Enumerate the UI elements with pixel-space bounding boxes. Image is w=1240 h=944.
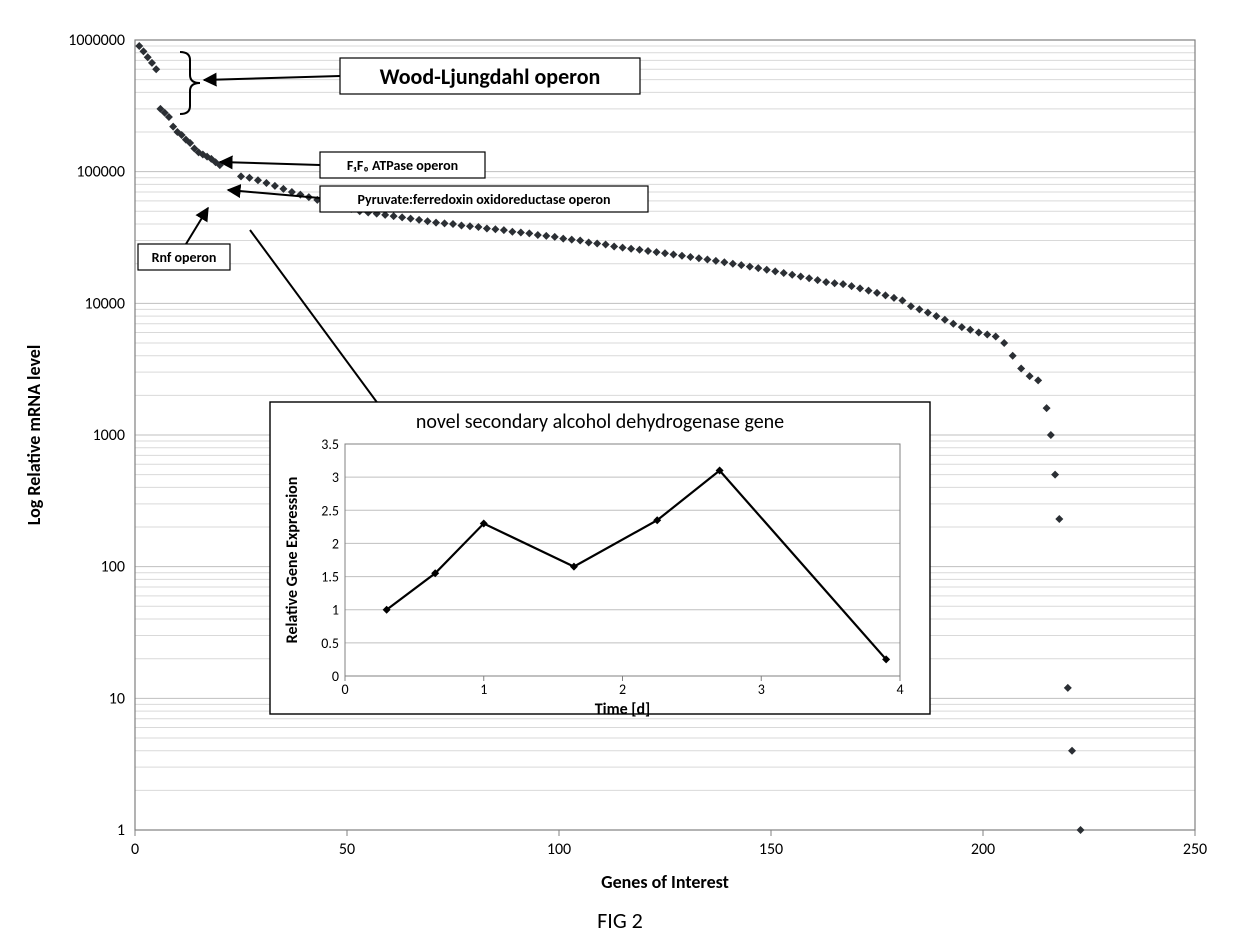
svg-text:1.5: 1.5 (321, 569, 339, 586)
figure: 1101001000100001000001000000050100150200… (0, 0, 1240, 944)
svg-text:100000: 100000 (76, 163, 125, 182)
svg-text:1000000: 1000000 (68, 31, 125, 50)
svg-text:150: 150 (759, 840, 783, 859)
svg-text:250: 250 (1183, 840, 1207, 859)
y-axis-label: Log Relative mRNA level (23, 345, 45, 526)
svg-text:1000: 1000 (93, 426, 125, 445)
inset-y-label: Relative Gene Expression (283, 477, 302, 644)
svg-text:Pyruvate:ferredoxin oxidoreduc: Pyruvate:ferredoxin oxidoreductase opero… (357, 191, 610, 208)
svg-text:Wood-Ljungdahl operon: Wood-Ljungdahl operon (380, 63, 601, 90)
inset-pointer-line (250, 230, 390, 420)
figure-caption: FIG 2 (597, 907, 643, 934)
x-axis-label: Genes of Interest (601, 871, 729, 893)
svg-text:F₁F₀ ATPase operon: F₁F₀ ATPase operon (347, 157, 458, 174)
svg-text:10: 10 (109, 689, 125, 708)
svg-text:1: 1 (480, 681, 487, 698)
svg-text:2: 2 (619, 681, 626, 698)
svg-text:3: 3 (332, 469, 339, 486)
inset-title: novel secondary alcohol dehydrogenase ge… (416, 410, 784, 434)
svg-text:50: 50 (339, 840, 355, 859)
inset-chart (270, 402, 930, 714)
svg-text:Rnf operon: Rnf operon (152, 249, 217, 266)
svg-text:2: 2 (332, 535, 339, 552)
svg-text:0: 0 (332, 668, 339, 685)
svg-text:100: 100 (547, 840, 571, 859)
svg-text:3.5: 3.5 (321, 436, 339, 453)
svg-text:0: 0 (131, 840, 139, 859)
svg-text:3: 3 (758, 681, 765, 698)
bracket-icon (180, 52, 200, 114)
svg-text:1: 1 (117, 821, 125, 840)
svg-text:10000: 10000 (84, 294, 125, 313)
svg-text:0.5: 0.5 (321, 635, 339, 652)
svg-text:100: 100 (101, 558, 125, 577)
svg-text:200: 200 (971, 840, 995, 859)
svg-text:0: 0 (341, 681, 348, 698)
svg-text:4: 4 (896, 681, 903, 698)
inset-x-label: Time [d] (595, 700, 651, 719)
svg-text:2.5: 2.5 (321, 502, 339, 519)
svg-text:1: 1 (332, 602, 339, 619)
